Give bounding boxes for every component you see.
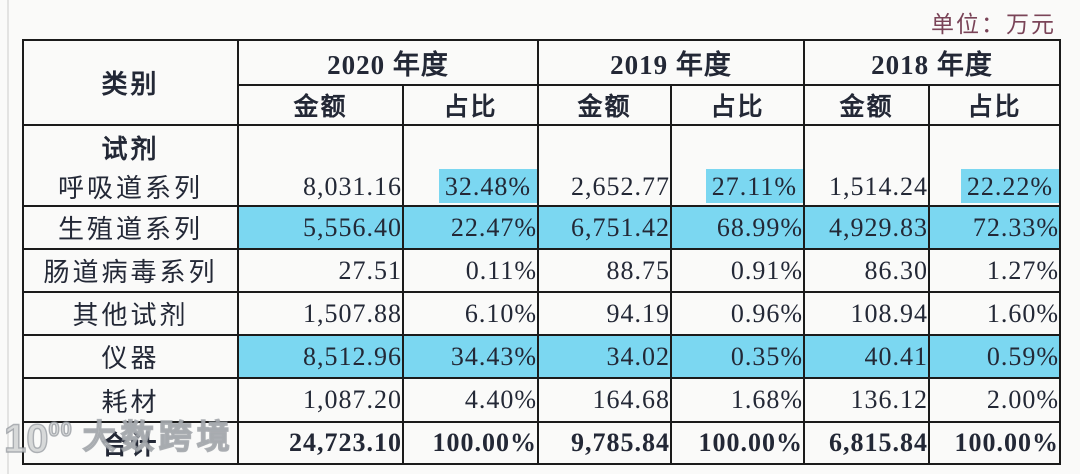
ratio-cell: 34.43% bbox=[404, 336, 539, 379]
table-row-reproductive: 生殖道系列 5,556.40 22.47% 6,751.42 68.99% 4,… bbox=[24, 207, 1059, 250]
row-label: 耗材 bbox=[24, 379, 239, 423]
ratio-cell: 0.35% bbox=[672, 336, 805, 379]
total-ratio-cell: 100.00% bbox=[954, 428, 1059, 457]
table-row-respiratory: 呼吸道系列 8,031.16 32.48% 2,652.77 27.11% 1,… bbox=[24, 168, 1059, 207]
total-amount-cell: 9,785.84 bbox=[539, 423, 672, 463]
section-label: 试剂 bbox=[24, 126, 239, 168]
header-row-years: 类别 2020 年度 2019 年度 2018 年度 bbox=[24, 41, 1059, 126]
ratio-cell: 22.47% bbox=[404, 207, 539, 250]
table-row-other-reagents: 其他试剂 1,507.88 6.10% 94.19 0.96% 108.94 1… bbox=[24, 293, 1059, 336]
ratio-header-2020: 占比 bbox=[404, 86, 539, 126]
amount-cell: 94.19 bbox=[539, 293, 672, 336]
amount-cell: 4,929.83 bbox=[805, 207, 930, 250]
row-label: 其他试剂 bbox=[24, 293, 239, 336]
amount-cell: 6,751.42 bbox=[539, 207, 672, 250]
total-label: 合计 bbox=[24, 423, 239, 463]
ratio-cell: 0.96% bbox=[672, 293, 805, 336]
table-row-consumables: 耗材 1,087.20 4.40% 164.68 1.68% 136.12 2.… bbox=[24, 379, 1059, 423]
total-amount-cell: 24,723.10 bbox=[239, 423, 404, 463]
revenue-breakdown-table: 类别 2020 年度 2019 年度 2018 年度 金额 占比 金额 占比 金… bbox=[22, 39, 1061, 465]
ratio-cell: 32.48% bbox=[404, 168, 539, 207]
amount-cell: 1,087.20 bbox=[239, 379, 404, 423]
ratio-cell: 2.00% bbox=[930, 379, 1059, 423]
ratio-cell: 0.11% bbox=[404, 250, 539, 293]
amount-cell: 164.68 bbox=[539, 379, 672, 423]
ratio-cell: 22.22% bbox=[930, 168, 1059, 207]
ratio-header-2019: 占比 bbox=[672, 86, 805, 126]
empty-cell bbox=[805, 126, 930, 168]
ratio-cell: 6.10% bbox=[404, 293, 539, 336]
category-column-header: 类别 bbox=[24, 41, 239, 126]
amount-header-2018: 金额 bbox=[805, 86, 930, 126]
ratio-cell: 0.91% bbox=[672, 250, 805, 293]
ratio-cell: 1.27% bbox=[930, 250, 1059, 293]
ratio-cell: 27.11% bbox=[672, 168, 805, 207]
total-ratio-cell: 100.00% bbox=[404, 423, 539, 463]
year-header-2018: 2018 年度 bbox=[805, 41, 1059, 86]
ratio-cell: 1.60% bbox=[930, 293, 1059, 336]
table-row-instruments: 仪器 8,512.96 34.43% 34.02 0.35% 40.41 0.5… bbox=[24, 336, 1059, 379]
amount-cell: 2,652.77 bbox=[539, 168, 672, 207]
ratio-cell: 72.33% bbox=[930, 207, 1059, 250]
row-label: 生殖道系列 bbox=[24, 207, 239, 250]
amount-cell: 27.51 bbox=[239, 250, 404, 293]
year-header-2019: 2019 年度 bbox=[539, 41, 805, 86]
empty-cell bbox=[404, 126, 539, 168]
revenue-breakdown-table-wrap: 类别 2020 年度 2019 年度 2018 年度 金额 占比 金额 占比 金… bbox=[22, 39, 1061, 465]
total-amount-cell: 6,815.84 bbox=[805, 423, 930, 463]
table-row-enterovirus: 肠道病毒系列 27.51 0.11% 88.75 0.91% 86.30 1.2… bbox=[24, 250, 1059, 293]
amount-header-2020: 金额 bbox=[239, 86, 404, 126]
amount-cell: 1,514.24 bbox=[805, 168, 930, 207]
empty-cell bbox=[539, 126, 672, 168]
header-row-subcolumns: 金额 占比 金额 占比 金额 占比 bbox=[24, 86, 1059, 126]
amount-cell: 34.02 bbox=[539, 336, 672, 379]
amount-header-2019: 金额 bbox=[539, 86, 672, 126]
section-row-reagents: 试剂 bbox=[24, 126, 1059, 168]
page-edge-line bbox=[7, 0, 9, 474]
empty-cell bbox=[239, 126, 404, 168]
amount-cell: 40.41 bbox=[805, 336, 930, 379]
amount-cell: 86.30 bbox=[805, 250, 930, 293]
empty-cell bbox=[930, 126, 1059, 168]
amount-cell: 108.94 bbox=[805, 293, 930, 336]
ratio-cell: 0.59% bbox=[930, 336, 1059, 379]
unit-label: 单位：万元 bbox=[931, 12, 1056, 37]
amount-cell: 8,031.16 bbox=[239, 168, 404, 207]
ratio-cell: 1.68% bbox=[672, 379, 805, 423]
amount-cell: 136.12 bbox=[805, 379, 930, 423]
amount-cell: 5,556.40 bbox=[239, 207, 404, 250]
row-label: 呼吸道系列 bbox=[24, 168, 239, 207]
amount-cell: 8,512.96 bbox=[239, 336, 404, 379]
row-label: 肠道病毒系列 bbox=[24, 250, 239, 293]
ratio-header-2018: 占比 bbox=[930, 86, 1059, 126]
empty-cell bbox=[672, 126, 805, 168]
table-row-total: 合计 24,723.10 100.00% 9,785.84 100.00% 6,… bbox=[24, 423, 1059, 463]
ratio-cell: 68.99% bbox=[672, 207, 805, 250]
row-label: 仪器 bbox=[24, 336, 239, 379]
total-ratio-cell: 100.00% bbox=[672, 423, 805, 463]
year-header-2020: 2020 年度 bbox=[239, 41, 539, 86]
amount-cell: 1,507.88 bbox=[239, 293, 404, 336]
amount-cell: 88.75 bbox=[539, 250, 672, 293]
ratio-cell: 4.40% bbox=[404, 379, 539, 423]
